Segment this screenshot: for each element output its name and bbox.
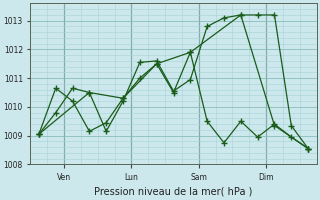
X-axis label: Pression niveau de la mer( hPa ): Pression niveau de la mer( hPa ) [94,187,253,197]
